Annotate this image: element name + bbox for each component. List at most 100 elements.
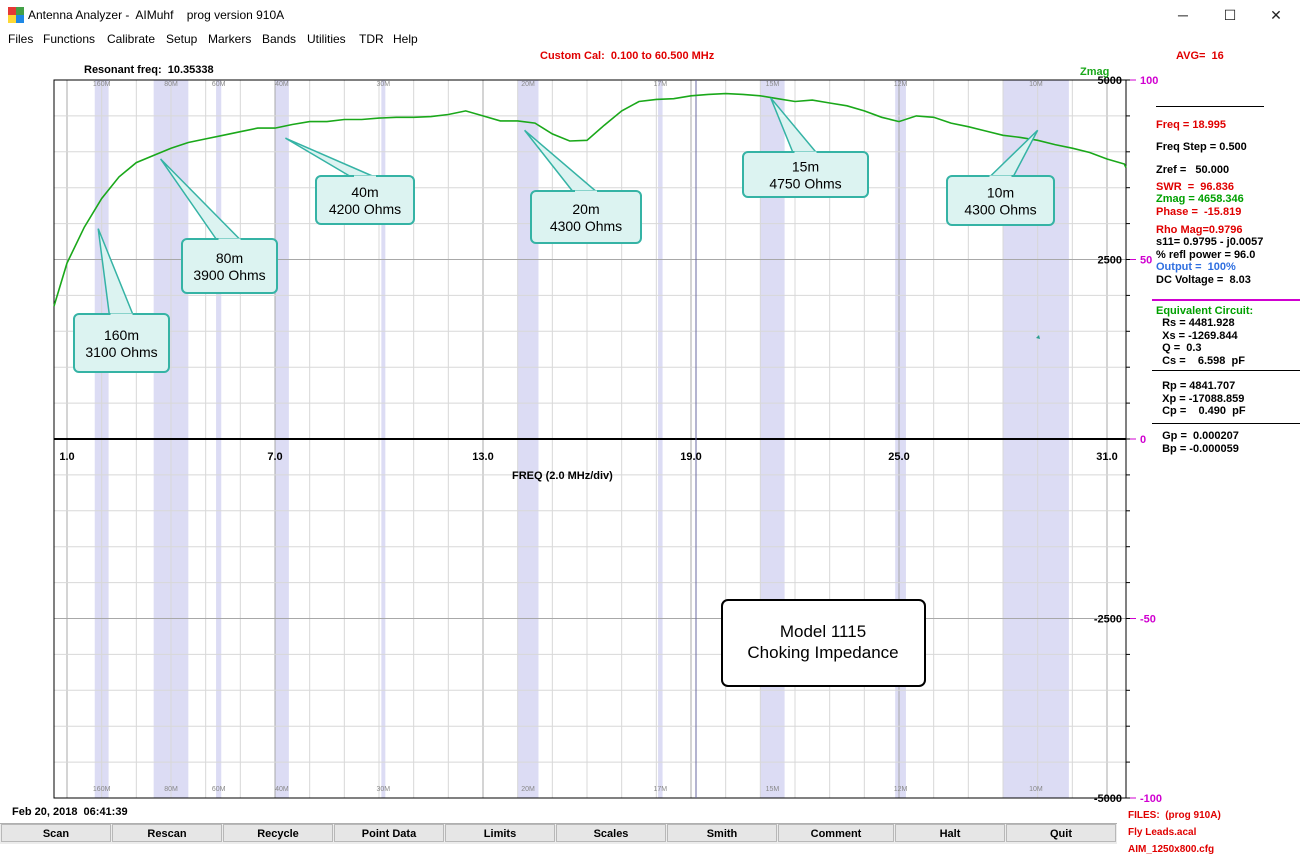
readout-line: % refl power = 96.0 [1156,249,1256,261]
panel-rule-magenta [1152,299,1300,301]
title-bar: Antenna Analyzer - AIMuhf prog version 9… [0,0,1300,30]
files-label: FILES: (prog 910A) [1128,810,1221,821]
band-label-bottom: 80M [164,786,178,793]
menu-functions[interactable]: Functions [43,32,96,46]
maximize-button[interactable]: ☐ [1223,7,1237,23]
scales-button[interactable]: Scales [556,824,666,842]
band-label-bottom: 60M [212,786,226,793]
band-label-bottom: 12M [894,786,908,793]
scan-button[interactable]: Scan [1,824,111,842]
y-tick-label: 2500 [1098,255,1122,267]
series-line-zmag [53,92,1127,307]
menu-tdr[interactable]: TDR [359,32,384,46]
band-label-top: 12M [894,81,908,88]
readout-line: SWR = 96.836 [1156,181,1234,193]
band-label-top: 60M [212,81,226,88]
comment-button[interactable]: Comment [778,824,894,842]
menu-bar: Files Functions Calibrate Setup Markers … [0,30,1300,50]
menu-utilities[interactable]: Utilities [307,32,346,46]
tick-labels-layer: 1.0 7.0 13.0 19.0 25.0 31.0 5000 2500 -2500 -5000… [59,75,1162,805]
recycle-button[interactable]: Recycle [223,824,333,842]
panel-rule [1156,106,1264,107]
x-tick-label: 31.0 [1096,451,1117,463]
callout-band: 15m [792,159,819,175]
averaging-label: AVG= 16 [1176,50,1224,62]
y2-tick-label: 50 [1140,255,1152,267]
x-tick-label: 7.0 [267,451,282,463]
callout-box [946,175,1055,226]
band-label-bottom: 10M [1029,786,1043,793]
readout-line: Bp = -0.000059 [1156,443,1239,455]
x-tick-label: 19.0 [680,451,701,463]
callout-value: 3100 Ohms [85,344,157,360]
callout-band: 10m [987,185,1014,201]
panel-rule [1152,370,1300,371]
callout-value: 3900 Ohms [193,267,265,283]
band-label-bottom: 160M [93,786,111,793]
callout-band: 40m [351,184,378,200]
menu-bands[interactable]: Bands [262,32,297,46]
menu-help[interactable]: Help [393,32,418,46]
quit-button[interactable]: Quit [1006,824,1116,842]
band-label-top: 10M [1029,81,1043,88]
menu-setup[interactable]: Setup [166,32,198,46]
menu-markers[interactable]: Markers [208,32,252,46]
callout-box [181,238,278,294]
menu-calibrate[interactable]: Calibrate [107,32,156,46]
y2-tick-label: 100 [1140,75,1158,87]
band-label-bottom: 15M [766,786,780,793]
readout-line: s11= 0.9795 - j0.0057 [1156,236,1264,248]
readout-line: Equivalent Circuit: [1156,305,1254,317]
axes-layer [53,79,1127,799]
band-label-top: 80M [164,81,178,88]
callout-value: 4750 Ohms [769,176,841,192]
halt-button[interactable]: Halt [895,824,1005,842]
limits-button[interactable]: Limits [445,824,555,842]
band-label-top: 40M [275,81,289,88]
band-label-top: 20M [521,81,535,88]
readout-line: Rs = 4481.928 [1156,317,1235,329]
readout-line: Output = 100% [1156,261,1236,273]
command-button-bar: Scan Rescan Recycle Point Data Limits Sc… [0,823,1117,844]
menu-files[interactable]: Files [8,32,34,46]
readout-line: Freq = 18.995 [1156,119,1227,131]
y2-tick-label: -100 [1140,793,1162,805]
readout-line: Rp = 4841.707 [1156,380,1236,392]
window-title: Antenna Analyzer - AIMuhf prog version 9… [28,8,285,22]
close-button[interactable]: ✕ [1270,7,1282,23]
config-file-label: AIM_1250x800.cfg [1128,844,1215,855]
model-note-line2: Choking Impedance [747,643,898,662]
band-label-top: 160M [93,81,111,88]
readout-line: DC Voltage = 8.03 [1156,274,1251,286]
callout-value: 4300 Ohms [550,218,622,234]
readout-line: Rho Mag=0.9796 [1156,224,1243,236]
y-tick-label: -5000 [1094,793,1122,805]
callout-value: 4300 Ohms [964,202,1036,218]
date-timestamp: Feb 20, 2018 06:41:39 [12,806,128,818]
band-label-bottom: 20M [521,786,535,793]
band-label-bottom: 17M [654,786,668,793]
calibration-label: Custom Cal: 0.100 to 60.500 MHz [540,50,715,62]
app-icon [8,7,24,23]
readout-line: Xs = -1269.844 [1156,330,1238,342]
cal-file-label: Fly Leads.acal [1128,827,1197,838]
panel-rule [1152,423,1300,424]
readout-line: Cs = 6.598 pF [1156,355,1245,367]
y2-tick-label: -50 [1140,614,1156,626]
band-label-top: 30M [377,81,391,88]
mouse-pointer-icon [1036,335,1040,339]
callout-band: 160m [104,327,139,343]
smith-button[interactable]: Smith [667,824,777,842]
rescan-button[interactable]: Rescan [112,824,222,842]
resonant-freq-label: Resonant freq: 10.35338 [84,64,214,76]
minimize-button[interactable]: ─ [1178,7,1188,23]
point-data-button[interactable]: Point Data [334,824,444,842]
model-note-line1: Model 1115 [780,622,866,641]
callout-band: 80m [216,250,243,266]
band-label-bottom: 40M [275,786,289,793]
